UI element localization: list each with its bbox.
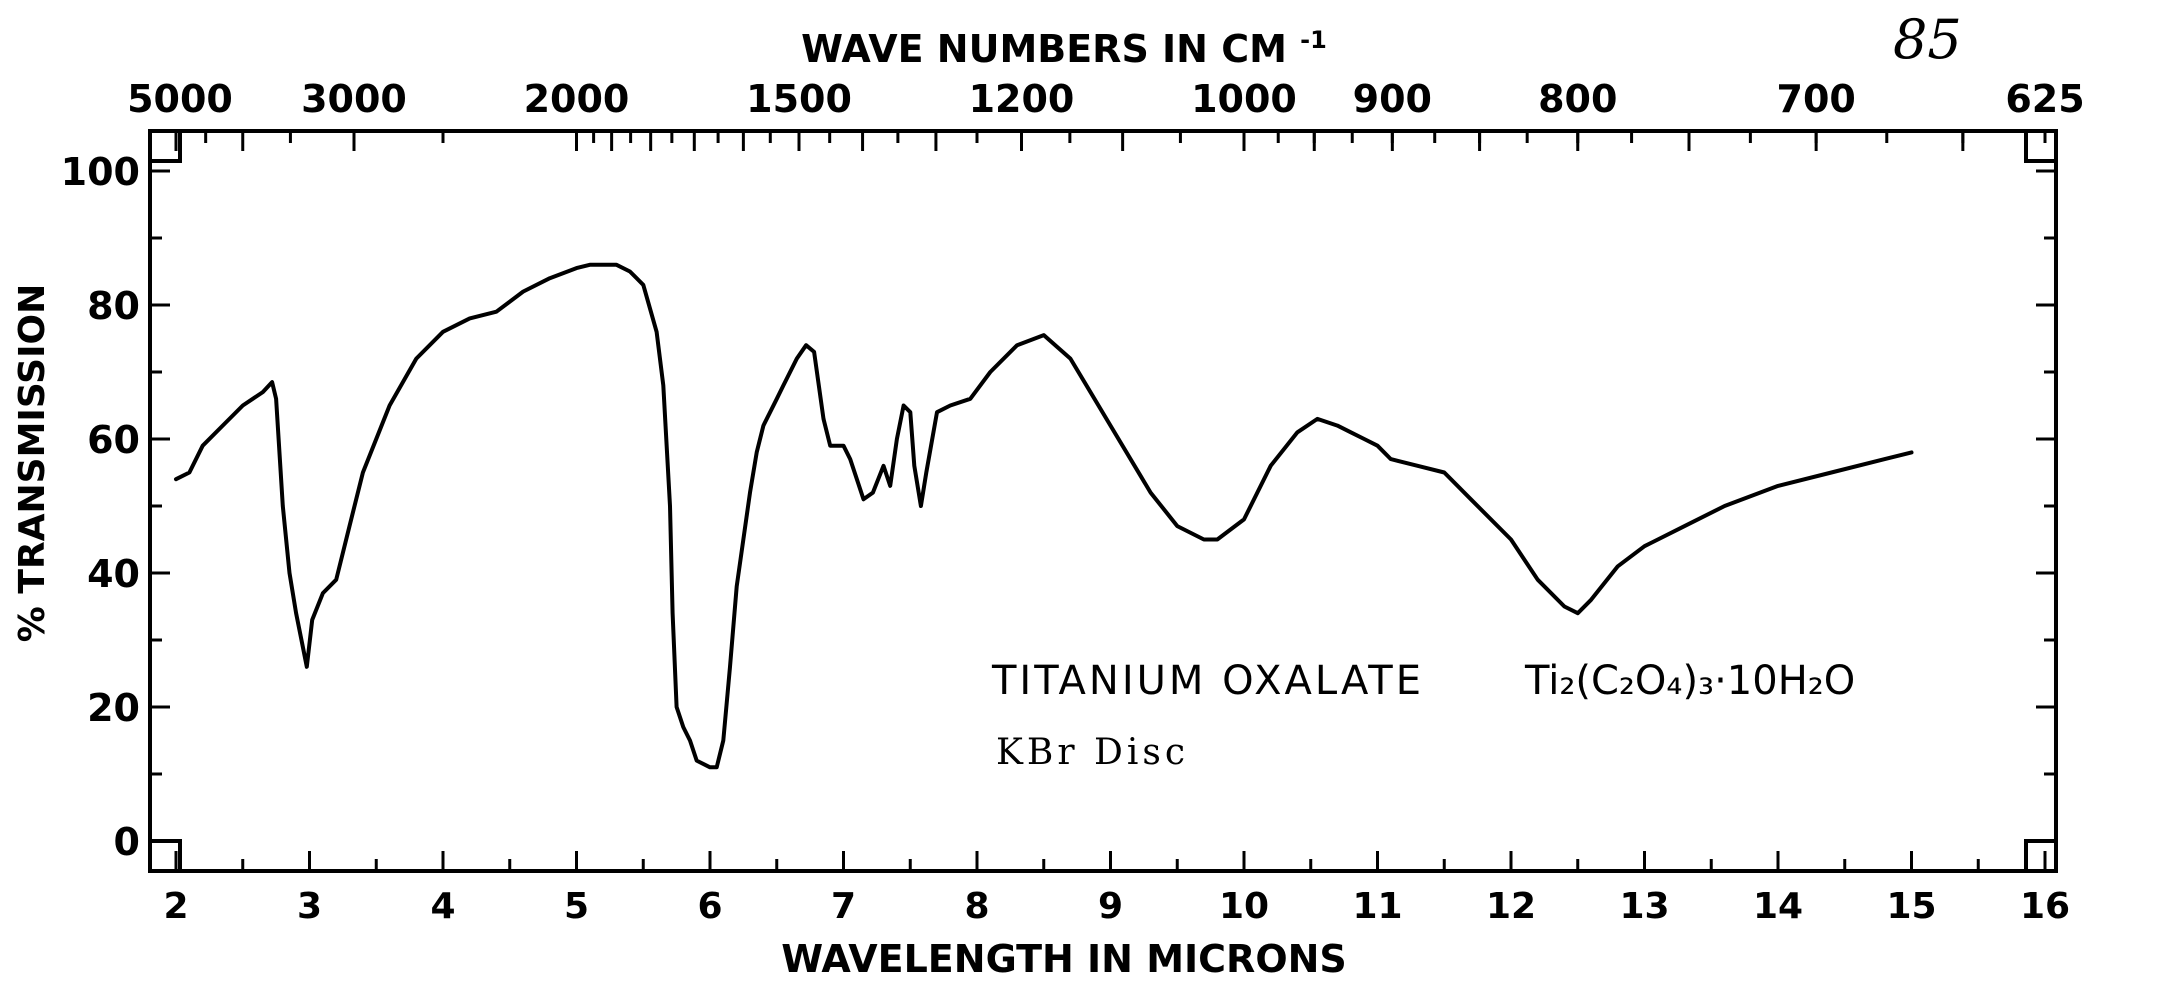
x-axis-title: WAVELENGTH IN MICRONS <box>781 937 1347 981</box>
x-tick-label: 4 <box>430 886 455 927</box>
wavenumber-tick-label: 1200 <box>969 77 1075 121</box>
x-tick-label: 11 <box>1352 886 1402 927</box>
x-tick-label: 3 <box>297 886 322 927</box>
x-tick-label: 13 <box>1619 886 1669 927</box>
y-tick-label: 60 <box>87 418 140 462</box>
wavenumber-tick-label: 800 <box>1538 77 1617 121</box>
x-tick-label: 12 <box>1486 886 1536 927</box>
top-axis-label: WAVE NUMBERS IN CM -1 <box>801 26 1327 71</box>
wavenumber-tick-label: 900 <box>1353 77 1432 121</box>
y-tick-label: 0 <box>114 820 140 864</box>
compound-formula: Ti₂(C₂O₄)₃·10H₂O <box>1524 658 1855 704</box>
wavenumber-axis: 5000 3000 2000 1500 1200 1000 900 800 700 625 <box>127 77 2085 151</box>
y-axis-title: % TRANSMISSION <box>12 284 53 642</box>
wavenumber-tick-label: 1000 <box>1191 77 1297 121</box>
y-tick-label: 20 <box>87 686 140 730</box>
transmission-axis: 0 20 40 60 80 100 <box>61 150 2056 864</box>
y-tick-label: 80 <box>87 284 140 328</box>
wavenumber-tick-label: 2000 <box>524 77 630 121</box>
y-tick-label: 100 <box>61 150 140 194</box>
x-tick-label: 8 <box>964 886 989 927</box>
frame-corner-tr <box>2024 129 2058 163</box>
top-axis-label-superscript: -1 <box>1300 26 1327 54</box>
frame-corner-br <box>2024 839 2058 873</box>
x-tick-label: 9 <box>1098 886 1123 927</box>
compound-label: TITANIUM OXALATE <box>991 658 1424 704</box>
x-tick-label: 16 <box>2020 886 2070 927</box>
x-tick-label: 10 <box>1219 886 1269 927</box>
page-number: 85 <box>1893 8 1962 71</box>
frame-corner-tl <box>148 129 182 163</box>
sample-label: KBr Disc <box>996 732 1189 773</box>
frame-corner-bl <box>148 839 182 873</box>
wavenumber-tick-label: 5000 <box>127 77 233 121</box>
y-tick-label: 40 <box>87 552 140 596</box>
wavenumber-tick-label: 3000 <box>301 77 407 121</box>
x-tick-label: 7 <box>831 886 856 927</box>
x-tick-label: 15 <box>1886 886 1936 927</box>
spectrum-line <box>174 262 1914 770</box>
wavenumber-tick-label: 625 <box>2005 77 2084 121</box>
wavelength-axis: 2 3 4 5 6 7 8 9 10 11 12 13 14 15 16 <box>163 851 2070 927</box>
plot-frame <box>148 129 2058 873</box>
x-tick-label: 5 <box>564 886 589 927</box>
wavenumber-tick-label: 700 <box>1777 77 1856 121</box>
x-tick-label: 14 <box>1753 886 1803 927</box>
x-tick-label: 2 <box>163 886 188 927</box>
top-axis-label-text: WAVE NUMBERS IN CM <box>801 27 1287 71</box>
x-tick-label: 6 <box>697 886 722 927</box>
wavenumber-tick-label: 1500 <box>746 77 852 121</box>
